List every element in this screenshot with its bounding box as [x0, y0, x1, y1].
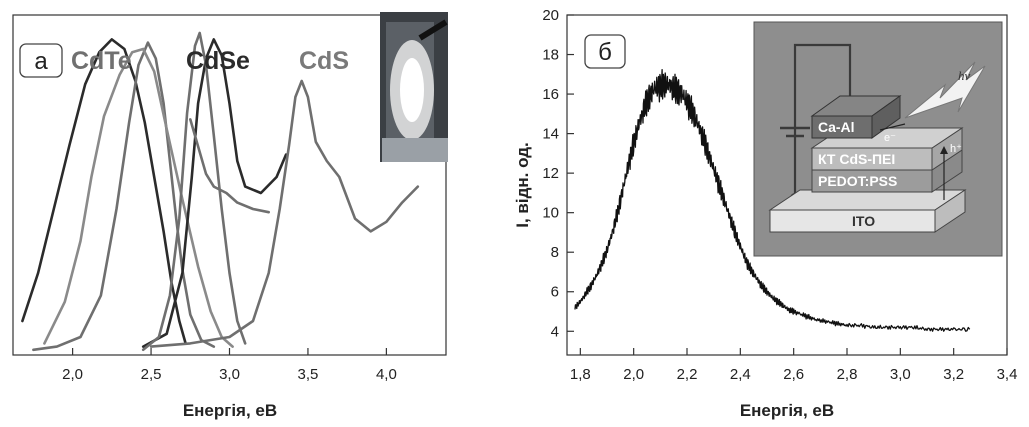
panel-b-x-tick-label: 2,8	[837, 366, 858, 383]
layer-label-ito: ITO	[852, 213, 875, 229]
panel-b-plot-frame	[566, 14, 1008, 356]
panel-b-y-tick-label: 18	[542, 47, 559, 64]
panel-b: 1,8 2,0 2,2 2,4 2,6 2,8 3,0 3,2 3,4 4 6 8 10 12 14 16 18…	[513, 7, 1017, 420]
panel-b-x-tick-label: 3,0	[890, 366, 911, 383]
panel-a-x-tick-label: 4,0	[376, 366, 397, 383]
panel-b-series-line	[574, 69, 971, 332]
panel-b-x-tick-label: 1,8	[570, 366, 591, 383]
panel-b-x-tick-label: 3,2	[943, 366, 964, 383]
panel-b-y-tick-label: 16	[542, 86, 559, 103]
panel-b-label: б	[598, 39, 612, 66]
device-schematic-inset: Ca-Al КТ CdS-ПЕІ PEDOT:PSS ITO hv e⁻ h⁺	[753, 21, 1003, 257]
layer-label-ca-al: Ca-Al	[818, 119, 855, 135]
panel-a-curves	[21, 31, 420, 352]
panel-b-x-tick-label: 2,6	[783, 366, 804, 383]
cdte-label: CdTe	[71, 47, 132, 75]
panel-b-x-tick-label: 3,4	[997, 366, 1018, 383]
layer-label-pedot-pss: PEDOT:PSS	[818, 173, 897, 189]
panel-a-series-line	[141, 31, 247, 352]
panel-a-x-tick-label: 3,0	[219, 366, 240, 383]
panel-b-ticks: 1,8 2,0 2,2 2,4 2,6 2,8 3,0 3,2 3,4 4 6 8 10 12 14 16 18…	[542, 7, 1017, 383]
panel-b-y-axis-label: I, відн. од.	[513, 142, 532, 228]
panel-a-label-box	[19, 43, 63, 78]
panel-b-x-tick-label: 2,0	[623, 366, 644, 383]
panel-a-x-tick-label: 2,0	[62, 366, 83, 383]
photo-inset	[380, 12, 448, 162]
electron-label: e⁻	[884, 132, 896, 144]
panel-b-y-tick-label: 12	[542, 165, 559, 182]
panel-a-series-line	[149, 79, 420, 348]
panel-a-series-line	[189, 118, 270, 214]
panel-b-y-tick-label: 8	[551, 244, 559, 261]
panel-a-x-tick-label: 2,5	[141, 366, 162, 383]
cdse-label: CdSe	[186, 47, 250, 75]
panel-b-y-tick-label: 10	[542, 205, 559, 222]
layer-label-kt-cds-pei: КТ CdS-ПЕІ	[818, 151, 895, 167]
panel-a-x-axis-label: Енергія, еВ	[183, 401, 277, 420]
panel-a-series-line	[32, 41, 216, 352]
panel-a-x-tick-label: 3,5	[298, 366, 319, 383]
panel-b-x-axis-label: Енергія, еВ	[740, 401, 834, 420]
panel-b-x-tick-label: 2,4	[730, 366, 751, 383]
panel-a-series-line	[141, 38, 288, 348]
panel-a-x-ticks: 2,0 2,5 3,0 3,5 4,0	[62, 348, 397, 383]
panel-a-series-line	[43, 47, 234, 348]
panel-b-label-box	[584, 34, 626, 69]
photon-label: hv	[958, 68, 971, 83]
panel-b-x-tick-label: 2,2	[677, 366, 698, 383]
panel-a: 2,0 2,5 3,0 3,5 4,0 а CdTe CdSe CdS Енергія,…	[12, 12, 448, 420]
cds-label: CdS	[299, 47, 349, 75]
panel-a-series-line	[21, 38, 187, 345]
panel-b-y-tick-label: 4	[551, 323, 559, 340]
panel-b-y-tick-label: 20	[542, 7, 559, 24]
panel-a-label: а	[34, 48, 48, 75]
panel-b-y-tick-label: 14	[542, 126, 559, 143]
panel-b-y-tick-label: 6	[551, 284, 559, 301]
panel-b-curves	[574, 69, 971, 332]
hole-label: h⁺	[950, 143, 962, 155]
